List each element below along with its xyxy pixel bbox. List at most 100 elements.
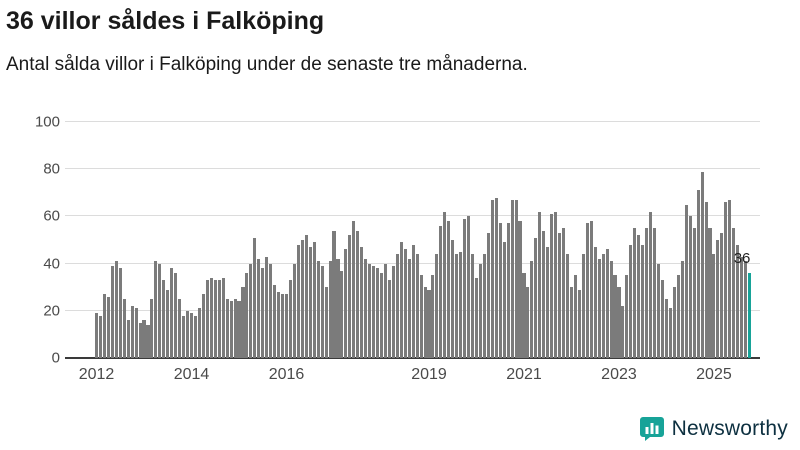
bar [459, 251, 463, 358]
bar [118, 268, 122, 358]
bar [122, 299, 126, 358]
bar [696, 190, 700, 358]
bar [601, 254, 605, 358]
bar [486, 232, 490, 358]
bar [415, 254, 419, 358]
bar [217, 280, 221, 358]
brand-name: Newsworthy [671, 417, 788, 440]
bar [265, 256, 269, 358]
y-tick-label: 0 [51, 349, 60, 367]
bar [732, 228, 736, 358]
bar [740, 256, 744, 358]
bar [277, 291, 281, 358]
bar [443, 211, 447, 358]
bar [554, 211, 558, 358]
bar [336, 258, 340, 358]
bar [197, 308, 201, 358]
bar [589, 221, 593, 358]
bar [700, 171, 704, 358]
bar [225, 299, 229, 358]
bar [680, 261, 684, 358]
newsworthy-branding: Newsworthy [639, 416, 788, 442]
bar [387, 280, 391, 358]
bar [126, 320, 130, 358]
bar [241, 287, 245, 358]
gridline [65, 121, 760, 122]
x-tick-label: 2019 [411, 366, 447, 383]
bar [178, 299, 182, 358]
bar [383, 263, 387, 358]
bar [439, 225, 443, 358]
bar [664, 299, 668, 358]
bar [395, 254, 399, 358]
gridline [65, 168, 760, 170]
bar [379, 273, 384, 358]
bar [736, 244, 740, 358]
bar [376, 268, 380, 358]
bar [672, 287, 676, 358]
bar [502, 242, 506, 358]
bar [463, 218, 467, 358]
bar [189, 313, 194, 358]
bar [478, 263, 482, 358]
bar [530, 261, 534, 358]
bar [657, 263, 661, 358]
bar [368, 263, 372, 358]
bar [102, 294, 106, 358]
x-tick-label: 2025 [696, 366, 732, 383]
bar [186, 310, 190, 358]
bar [518, 221, 522, 358]
bar [158, 263, 162, 358]
bar [577, 289, 581, 358]
bar [360, 247, 364, 358]
bar [692, 228, 696, 358]
page-title: 36 villor såldes i Falköping [6, 7, 325, 35]
y-tick-label: 40 [43, 255, 60, 273]
bar [431, 275, 435, 358]
y-tick-label: 80 [43, 160, 60, 178]
bar [130, 306, 134, 358]
bar [249, 263, 253, 358]
bar [98, 315, 103, 358]
bar [229, 301, 233, 358]
bar [372, 265, 376, 358]
bar [193, 315, 198, 358]
x-tick-label: 2021 [506, 366, 542, 383]
bar [221, 277, 225, 358]
bar [399, 242, 403, 358]
bar [506, 223, 510, 358]
bar [348, 235, 352, 358]
x-tick-label: 2016 [268, 366, 305, 383]
bar [154, 261, 158, 358]
bar [162, 280, 166, 358]
bar [435, 254, 439, 358]
bar [613, 275, 617, 358]
x-tick-label: 2012 [78, 366, 115, 383]
bar [423, 287, 427, 358]
bar [245, 273, 249, 358]
bar [724, 202, 728, 358]
bar [407, 258, 411, 358]
bar [320, 265, 324, 358]
bar [645, 228, 649, 358]
bar [609, 261, 613, 358]
bar [237, 301, 241, 358]
bar [526, 287, 530, 358]
bar [605, 249, 609, 358]
bar [106, 296, 110, 358]
bar [684, 204, 688, 358]
bar [340, 270, 344, 358]
bar [451, 240, 455, 358]
bar [213, 280, 217, 358]
chart-header: 36 villor såldes i Falköping Antal sålda… [6, 6, 786, 78]
bar [273, 284, 277, 358]
bar [134, 308, 138, 358]
bar [257, 258, 261, 358]
bar [490, 199, 494, 358]
bar [558, 232, 562, 358]
x-axis: 2012 2014 2016 2019 2021 2023 2025 [65, 364, 760, 386]
bar [510, 199, 514, 358]
highlighted-bar [748, 273, 752, 358]
bar [146, 324, 150, 358]
